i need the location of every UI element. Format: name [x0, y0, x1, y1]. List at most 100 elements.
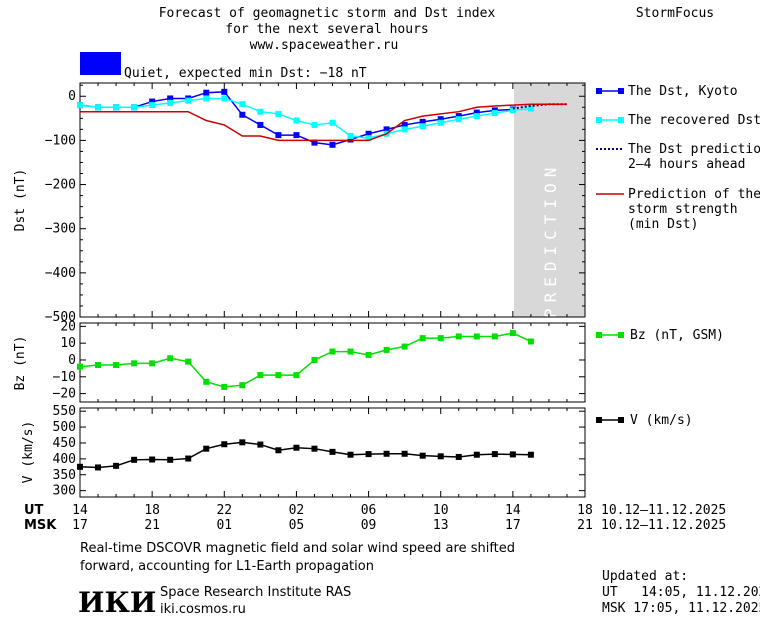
data-point-the-recovered-dst: [293, 117, 300, 124]
data-point-bz-nt-gsm: [491, 333, 498, 340]
dst-y-tick-label: −400: [45, 266, 76, 281]
bz-y-tick-label: 20: [60, 319, 76, 334]
data-point-the-recovered-dst: [77, 102, 83, 109]
data-point-the-recovered-dst: [419, 123, 426, 130]
v-y-tick-label: 500: [53, 420, 76, 435]
data-point-bz-nt-gsm: [437, 335, 444, 342]
data-point-v-km-s: [185, 455, 192, 462]
legend-label-strength-2: storm strength: [628, 202, 738, 217]
bz-y-tick-label: −20: [53, 387, 76, 402]
data-point-bz-nt-gsm: [419, 335, 426, 342]
data-point-the-dst-kyoto: [347, 136, 354, 143]
data-point-the-dst-kyoto: [257, 121, 264, 128]
data-point-the-recovered-dst: [437, 119, 444, 126]
data-point-the-recovered-dst: [455, 116, 462, 123]
iki-logo: ИКИ: [78, 586, 156, 619]
data-point-bz-nt-gsm: [383, 346, 390, 353]
data-point-the-recovered-dst: [113, 104, 120, 111]
legend-item-dst-kyoto: The Dst, Kyoto: [596, 84, 738, 99]
msk-tick-label: 05: [289, 518, 305, 533]
note-line1: Real-time DSCOVR magnetic field and sola…: [80, 541, 515, 556]
data-point-the-dst-kyoto: [383, 126, 390, 133]
data-point-v-km-s: [347, 451, 354, 458]
site-url: www.spaceweather.ru: [250, 38, 399, 53]
data-point-v-km-s: [149, 456, 156, 463]
msk-tick-label: 21: [144, 518, 160, 533]
msk-tick-label: 17: [72, 518, 88, 533]
legend-label-dst-kyoto: The Dst, Kyoto: [628, 84, 738, 99]
data-point-bz-nt-gsm: [221, 383, 228, 390]
bz-series-group: [77, 330, 534, 390]
legend-marker-bz: [596, 332, 602, 338]
data-point-v-km-s: [131, 456, 138, 463]
data-point-bz-nt-gsm: [509, 330, 516, 337]
data-point-v-km-s: [437, 453, 444, 460]
ut-tick-label: 22: [216, 503, 232, 518]
legend-label-prediction-1: The Dst prediction: [628, 142, 760, 157]
data-point-the-recovered-dst: [473, 113, 480, 120]
series-line-the-recovered-dst: [79, 97, 531, 139]
data-point-v-km-s: [221, 441, 228, 448]
legend-label-strength-1: Prediction of the: [628, 187, 760, 202]
legend-marker-bz-end: [618, 332, 624, 338]
institute-url: iki.cosmos.ru: [160, 602, 246, 617]
data-point-bz-nt-gsm: [311, 356, 318, 363]
msk-tick-label: 17: [505, 518, 521, 533]
ut-tick-label: 14: [505, 503, 521, 518]
note-line2: forward, accounting for L1-Earth propaga…: [80, 559, 374, 574]
data-point-v-km-s: [509, 451, 516, 458]
data-point-the-dst-kyoto: [419, 118, 426, 125]
data-point-the-dst-kyoto: [437, 116, 444, 123]
data-point-the-dst-kyoto: [311, 139, 318, 146]
institute-name: Space Research Institute RAS: [160, 585, 351, 600]
data-point-the-dst-kyoto: [221, 88, 228, 95]
legend-marker-dst-kyoto: [596, 88, 602, 94]
msk-tick-label: 21: [577, 518, 593, 533]
legend-item-bz: Bz (nT, GSM): [596, 328, 724, 343]
series-line-v-km-s: [79, 441, 531, 469]
data-point-v-km-s: [455, 453, 462, 460]
data-point-bz-nt-gsm: [203, 378, 210, 385]
data-point-v-km-s: [383, 450, 390, 457]
prediction-label: PREDICTION: [541, 162, 560, 318]
msk-tick-label: 09: [361, 518, 377, 533]
data-point-the-recovered-dst: [311, 121, 318, 128]
ut-tick-label: 18: [144, 503, 160, 518]
data-point-v-km-s: [275, 447, 282, 454]
legend-marker-v: [596, 417, 602, 423]
data-point-bz-nt-gsm: [149, 360, 156, 367]
legend-marker-recovered-end: [618, 117, 624, 123]
data-point-the-recovered-dst: [257, 108, 264, 115]
legend-label-v: V (km/s): [630, 413, 693, 428]
legend-item-v: V (km/s): [596, 413, 693, 428]
data-point-bz-nt-gsm: [527, 338, 534, 345]
data-point-bz-nt-gsm: [167, 355, 174, 362]
data-point-v-km-s: [473, 451, 480, 458]
data-point-v-km-s: [401, 450, 408, 457]
dst-panel: PREDICTION Dst (nT): [13, 82, 586, 318]
data-point-v-km-s: [293, 444, 300, 451]
ut-tick-label: 10: [433, 503, 449, 518]
dst-y-tick-label: 0: [68, 89, 76, 104]
data-point-the-dst-kyoto: [293, 132, 300, 139]
data-point-bz-nt-gsm: [401, 343, 408, 350]
data-point-v-km-s: [95, 464, 102, 471]
x-ticks: 14 18 22 02 06 10 14 18 17 21 01 05 09 13 17 21: [72, 503, 593, 533]
v-y-tick-label: 550: [53, 404, 76, 419]
legend-label-recovered: The recovered Dst: [628, 113, 760, 128]
msk-tick-label: 13: [433, 518, 449, 533]
ut-tick-label: 02: [289, 503, 305, 518]
bz-y-tick-label: −10: [53, 370, 76, 385]
v-y-tick-label: 400: [53, 452, 76, 467]
data-point-the-recovered-dst: [131, 104, 138, 111]
data-point-bz-nt-gsm: [293, 372, 300, 379]
legend-label-bz: Bz (nT, GSM): [630, 328, 724, 343]
legend-item-prediction: The Dst prediction 2–4 hours ahead: [596, 142, 760, 172]
legend-marker-v-end: [618, 417, 624, 423]
data-point-the-dst-kyoto: [167, 95, 174, 102]
dst-y-tick-label: −200: [45, 178, 76, 193]
v-panel: V (km/s): [21, 407, 586, 498]
legend-item-recovered: The recovered Dst: [596, 113, 760, 128]
data-point-the-recovered-dst: [95, 104, 102, 111]
